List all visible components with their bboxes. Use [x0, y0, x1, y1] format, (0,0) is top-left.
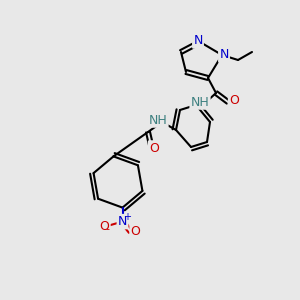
Text: O: O: [229, 94, 239, 107]
Text: +: +: [124, 212, 131, 222]
Text: O: O: [149, 142, 159, 154]
Text: -: -: [106, 224, 110, 234]
Text: O: O: [100, 220, 110, 233]
Text: NH: NH: [190, 95, 209, 109]
Text: NH: NH: [148, 113, 167, 127]
Text: O: O: [130, 225, 140, 238]
Text: N: N: [193, 34, 203, 47]
Text: N: N: [219, 49, 229, 62]
Text: N: N: [118, 215, 127, 228]
